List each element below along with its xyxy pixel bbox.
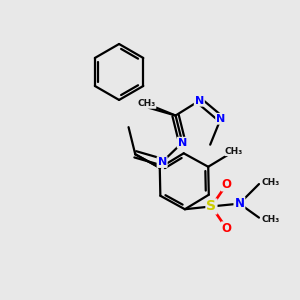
Text: N: N bbox=[195, 96, 204, 106]
Text: CH₃: CH₃ bbox=[225, 147, 243, 156]
Text: O: O bbox=[222, 222, 232, 235]
Text: N: N bbox=[158, 157, 167, 167]
Text: CH₃: CH₃ bbox=[261, 214, 280, 224]
Text: O: O bbox=[222, 178, 232, 190]
Text: N: N bbox=[234, 197, 244, 210]
Text: CH₃: CH₃ bbox=[261, 178, 280, 187]
Text: CH₃: CH₃ bbox=[138, 99, 156, 108]
Text: S: S bbox=[206, 200, 216, 213]
Text: N: N bbox=[178, 138, 187, 148]
Text: N: N bbox=[216, 114, 225, 124]
